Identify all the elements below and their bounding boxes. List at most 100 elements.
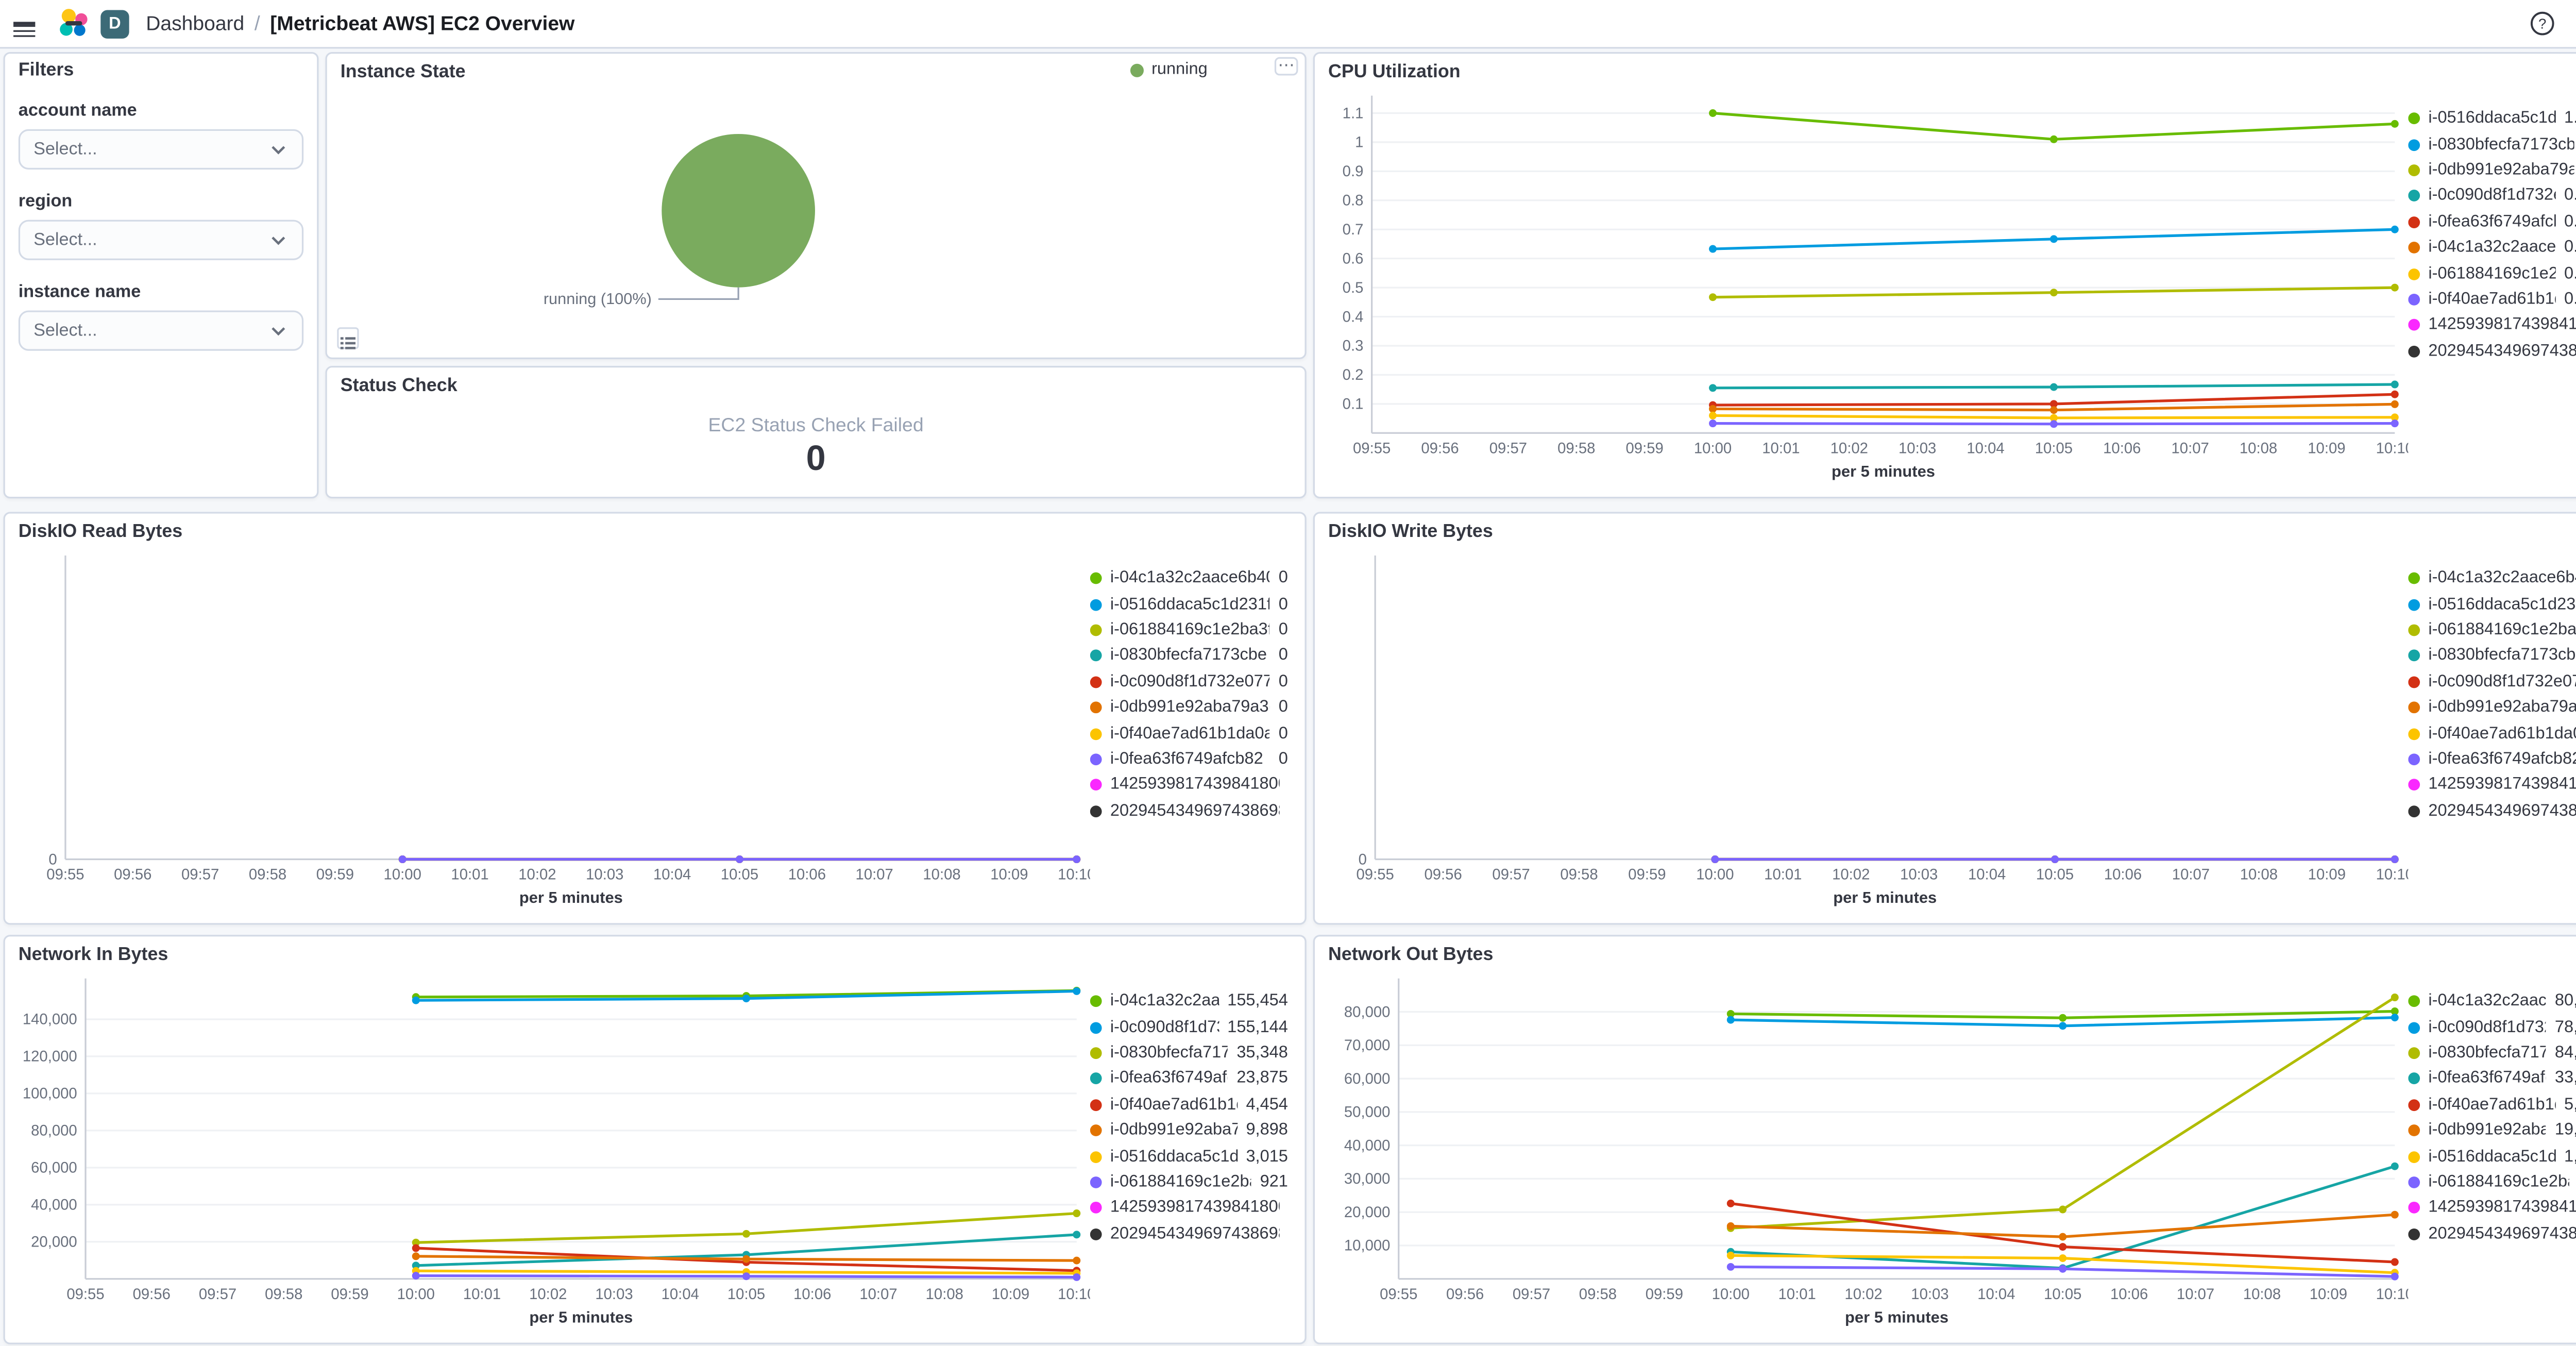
legend-item[interactable]: i-0fea63f6749afcb82 0.133 bbox=[2408, 209, 2576, 235]
series-value: 155,144 bbox=[1227, 1018, 1288, 1037]
svg-text:09:56: 09:56 bbox=[1421, 440, 1459, 457]
legend-item[interactable]: 1425939817439841800 bbox=[2408, 772, 2576, 798]
series-color-dot bbox=[2408, 1150, 2420, 1163]
series-value: 4,454 bbox=[1246, 1095, 1288, 1114]
svg-text:10:07: 10:07 bbox=[2172, 440, 2209, 457]
diskio-write-chart[interactable]: 009:55 09:56 09:57 09:58 09:59 10:00 10:01 10:0… bbox=[1315, 542, 2408, 923]
series-color-dot bbox=[2408, 242, 2420, 254]
legend-item[interactable]: i-0516ddaca5c1d231f 3,015 bbox=[1090, 1143, 1288, 1169]
legend-item[interactable]: i-061884169c1e2ba3f710 bbox=[2408, 1169, 2576, 1195]
series-color-dot bbox=[2408, 805, 2420, 817]
legend-item[interactable]: i-0516ddaca5c1d231f 1,847 bbox=[2408, 1143, 2576, 1169]
panel-title: Instance State bbox=[340, 62, 466, 82]
elastic-logo-icon[interactable] bbox=[57, 7, 91, 40]
account-name-select[interactable]: Select... bbox=[18, 129, 304, 170]
filter-field-instance-name: instance name Select... bbox=[18, 282, 304, 351]
series-label: i-0c090d8f1d732e077 bbox=[2428, 1018, 2546, 1037]
series-value: 0 bbox=[1278, 647, 1288, 665]
legend-item[interactable]: i-061884169c1e2ba3f 0.054 bbox=[2408, 261, 2576, 287]
series-label: i-04c1a32c2aace6b40 bbox=[2428, 992, 2547, 1011]
series-label: 2029454349697438698 bbox=[2428, 342, 2576, 361]
svg-text:0.1: 0.1 bbox=[1343, 396, 1364, 413]
legend-item[interactable]: 2029454349697438698 bbox=[2408, 798, 2576, 824]
series-label: i-0516ddaca5c1d231f bbox=[2428, 595, 2576, 614]
diskio-read-chart[interactable]: 009:55 09:56 09:57 09:58 09:59 10:00 10:01 10:0… bbox=[5, 542, 1090, 923]
cpu-utilization-chart[interactable]: 1.1 1 0.9 0.8 0.7 0.6 0.5 0.4 0.3 0.2 0.1 09:55 09:5… bbox=[1315, 82, 2408, 497]
legend-item[interactable]: i-04c1a32c2aace6b40 155,454 bbox=[1090, 988, 1288, 1014]
pie-slice-running[interactable] bbox=[662, 133, 815, 288]
series-label: i-0516ddaca5c1d231f bbox=[1110, 1147, 1238, 1166]
series-color-dot bbox=[2408, 216, 2420, 228]
svg-text:09:59: 09:59 bbox=[331, 1286, 368, 1303]
network-out-chart[interactable]: 80,000 70,000 60,000 50,000 40,000 30,000 20,0… bbox=[1315, 965, 2408, 1343]
legend-item[interactable]: i-0c090d8f1d732e077 0.167 bbox=[2408, 183, 2576, 209]
help-icon[interactable]: ? bbox=[2529, 10, 2556, 37]
svg-text:60,000: 60,000 bbox=[31, 1159, 77, 1176]
pie-legend-item[interactable]: running bbox=[1129, 60, 1208, 79]
hamburger-menu-icon[interactable] bbox=[0, 0, 47, 47]
pie-legend-label: running bbox=[1151, 60, 1208, 79]
legend-item[interactable]: i-061884169c1e2ba3f 921 bbox=[1090, 1169, 1288, 1195]
svg-text:09:57: 09:57 bbox=[199, 1286, 236, 1303]
legend-item[interactable]: 1425939817439841800 bbox=[1090, 772, 1288, 798]
series-value: 3,015 bbox=[1246, 1147, 1288, 1166]
panel-filters: Filters account name Select... region Se… bbox=[3, 52, 319, 499]
panel-instance-state: Instance State ⋯ running running (100%) bbox=[325, 52, 1307, 359]
legend-item[interactable]: i-0516ddaca5c1d231f 1.063 bbox=[2408, 106, 2576, 131]
legend-item[interactable]: 2029454349697438698 bbox=[2408, 338, 2576, 364]
svg-text:10:04: 10:04 bbox=[653, 866, 691, 883]
space-avatar-badge[interactable]: D bbox=[100, 9, 129, 38]
instance-name-select[interactable]: Select... bbox=[18, 310, 304, 351]
legend-item[interactable]: i-0db991e92aba79a3c 9,898 bbox=[1090, 1118, 1288, 1143]
legend-item[interactable]: i-0fea63f6749afcb82 23,875 bbox=[1090, 1066, 1288, 1092]
region-select[interactable]: Select... bbox=[18, 220, 304, 260]
svg-text:10:08: 10:08 bbox=[926, 1286, 963, 1303]
panel-options-ellipsis-icon[interactable]: ⋯ bbox=[1274, 57, 1298, 76]
legend-item[interactable]: i-0830bfecfa7173cbe 84,322 bbox=[2408, 1040, 2576, 1066]
network-in-chart[interactable]: 140,000 120,000 100,000 80,000 60,000 40,000 2… bbox=[5, 965, 1090, 1343]
legend-item[interactable]: i-0f40ae7ad61b1da0a 5,054 bbox=[2408, 1092, 2576, 1118]
legend-item[interactable]: 2029454349697438698 bbox=[1090, 798, 1288, 824]
series-color-dot bbox=[1090, 727, 1102, 739]
legend-item[interactable]: i-0830bfecfa7173cbe 35,348 bbox=[1090, 1040, 1288, 1066]
legend-item[interactable]: i-0c090d8f1d732e077 155,144 bbox=[1090, 1014, 1288, 1040]
series-label: i-0f40ae7ad61b1da0a bbox=[2428, 1095, 2555, 1114]
legend-item[interactable]: 2029454349697438698 bbox=[2408, 1221, 2576, 1247]
legend-item[interactable]: i-04c1a32c2aace6b40 80,166 bbox=[2408, 988, 2576, 1014]
legend-item[interactable]: i-0f40ae7ad61b1da0a 0.033 bbox=[2408, 287, 2576, 312]
legend-item[interactable]: 1425939817439841800 bbox=[2408, 1195, 2576, 1221]
legend-item[interactable]: i-04c1a32c2aace6b40 0.099 bbox=[2408, 235, 2576, 261]
breadcrumb-dashboard[interactable]: Dashboard bbox=[146, 11, 245, 36]
legend-item[interactable]: i-0f40ae7ad61b1da0a 4,454 bbox=[1090, 1092, 1288, 1118]
instance-state-pie-chart[interactable]: running (100%) bbox=[327, 82, 1305, 358]
svg-text:09:55: 09:55 bbox=[1353, 440, 1391, 457]
svg-text:10:09: 10:09 bbox=[2308, 866, 2346, 883]
legend-toggle-button[interactable] bbox=[337, 327, 359, 349]
legend-item[interactable]: i-0c090d8f1d732e077 78,288 bbox=[2408, 1014, 2576, 1040]
legend-item[interactable]: 1425939817439841800 bbox=[2408, 312, 2576, 338]
legend-item[interactable]: i-0fea63f6749afcb82 33,741 bbox=[2408, 1066, 2576, 1092]
legend-item[interactable]: 2029454349697438698 bbox=[1090, 1221, 1288, 1247]
legend-item[interactable]: 1425939817439841800 bbox=[1090, 1195, 1288, 1221]
legend-item[interactable]: i-0db991e92aba79a3c 19,231 bbox=[2408, 1118, 2576, 1143]
series-value: 9,898 bbox=[1246, 1121, 1288, 1140]
series-label: i-04c1a32c2aace6b40 bbox=[2428, 569, 2576, 588]
